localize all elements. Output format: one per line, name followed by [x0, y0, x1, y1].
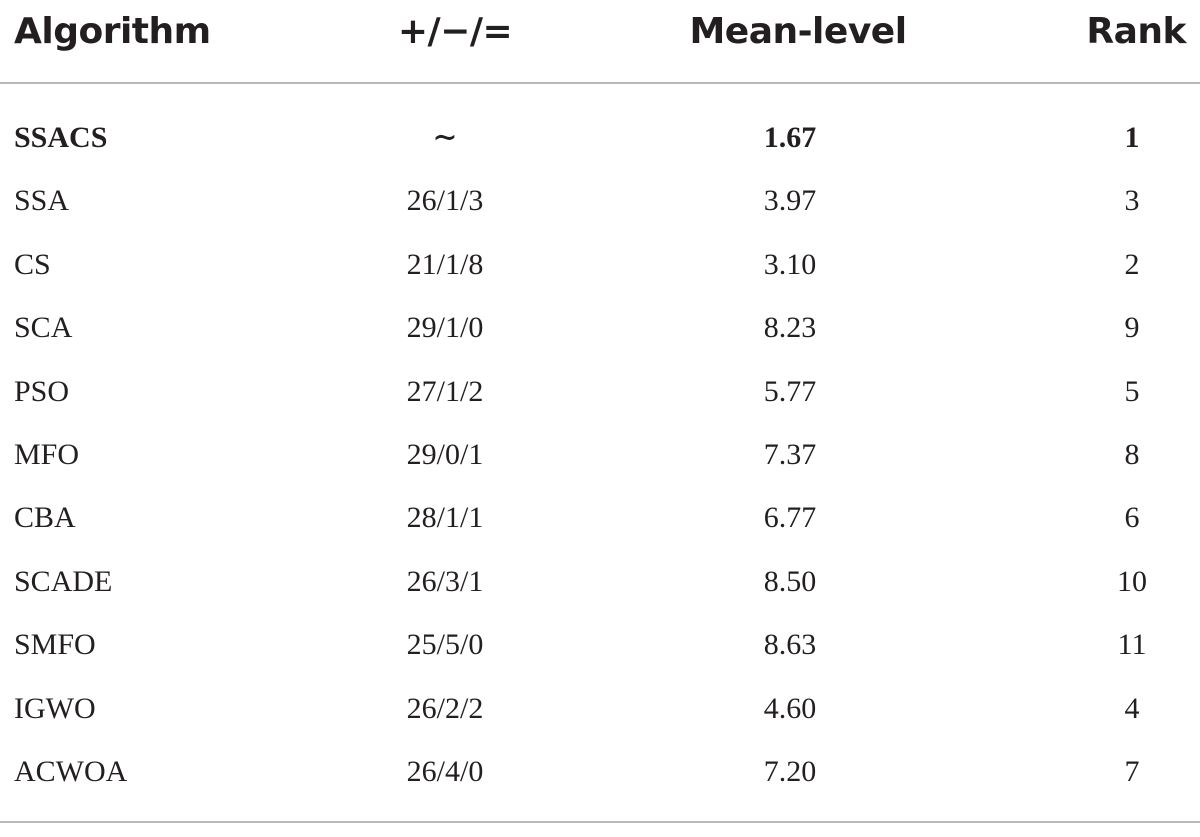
table-cell: 3 [1124, 184, 1140, 218]
header-cell: Rank [1086, 11, 1186, 52]
table-cell: ∼ [432, 121, 458, 154]
table-cell: 10 [1117, 564, 1147, 598]
table-cell: 8.23 [763, 311, 817, 345]
table-cell: 5 [1124, 374, 1140, 408]
table-cell: 5.77 [763, 374, 817, 408]
table-cell: 3.97 [763, 184, 817, 218]
table-cell: 8.50 [763, 564, 817, 598]
table-cell: SMFO [14, 628, 96, 662]
table-cell: 7.20 [763, 755, 817, 788]
table-cell: 6 [1124, 501, 1140, 535]
table-cell: 21/1/8 [406, 247, 484, 281]
table-cell: 26/1/3 [406, 184, 484, 218]
table-cell: CBA [14, 501, 76, 535]
table-cell: SSACS [14, 121, 108, 154]
table-cell: CS [14, 247, 51, 281]
table-cell: 4.60 [763, 691, 817, 725]
table-cell: 1 [1124, 121, 1140, 154]
table-cell: 26/2/2 [406, 691, 484, 725]
table-cell: 7.37 [763, 438, 817, 471]
table-cell: 1.67 [763, 121, 817, 154]
table-cell: 11 [1117, 628, 1147, 662]
table-cell: 2 [1124, 247, 1140, 281]
table-cell: 4 [1124, 691, 1140, 725]
table-cell: 29/1/0 [406, 311, 484, 345]
table-cell: MFO [14, 438, 80, 471]
table-cell: 6.77 [763, 501, 817, 535]
table-cell: 28/1/1 [406, 501, 484, 535]
table-cell: 7 [1124, 755, 1140, 788]
table-cell: 27/1/2 [406, 374, 484, 408]
table-cell: 8 [1124, 438, 1140, 471]
header-cell: +/−/= [397, 11, 513, 52]
table-cell: 26/3/1 [406, 564, 484, 598]
header-cell: Algorithm [14, 11, 211, 52]
header-cell: Mean-level [689, 11, 907, 52]
table-cell: 25/5/0 [406, 628, 484, 662]
table-cell: SCADE [14, 564, 113, 598]
table-cell: 8.63 [763, 628, 817, 662]
table-cell: SCA [14, 311, 73, 345]
table-cell: PSO [14, 374, 70, 408]
table-cell: SSA [14, 184, 70, 218]
table-cell: 9 [1124, 311, 1140, 345]
table-cell: 26/4/0 [406, 755, 484, 788]
table-cell: 29/0/1 [406, 438, 484, 471]
header-rule [0, 82, 1200, 84]
table-cell: IGWO [14, 691, 96, 725]
table-cell: 3.10 [763, 247, 817, 281]
table-cell: ACWOA [14, 755, 128, 788]
bottom-rule [0, 821, 1200, 823]
